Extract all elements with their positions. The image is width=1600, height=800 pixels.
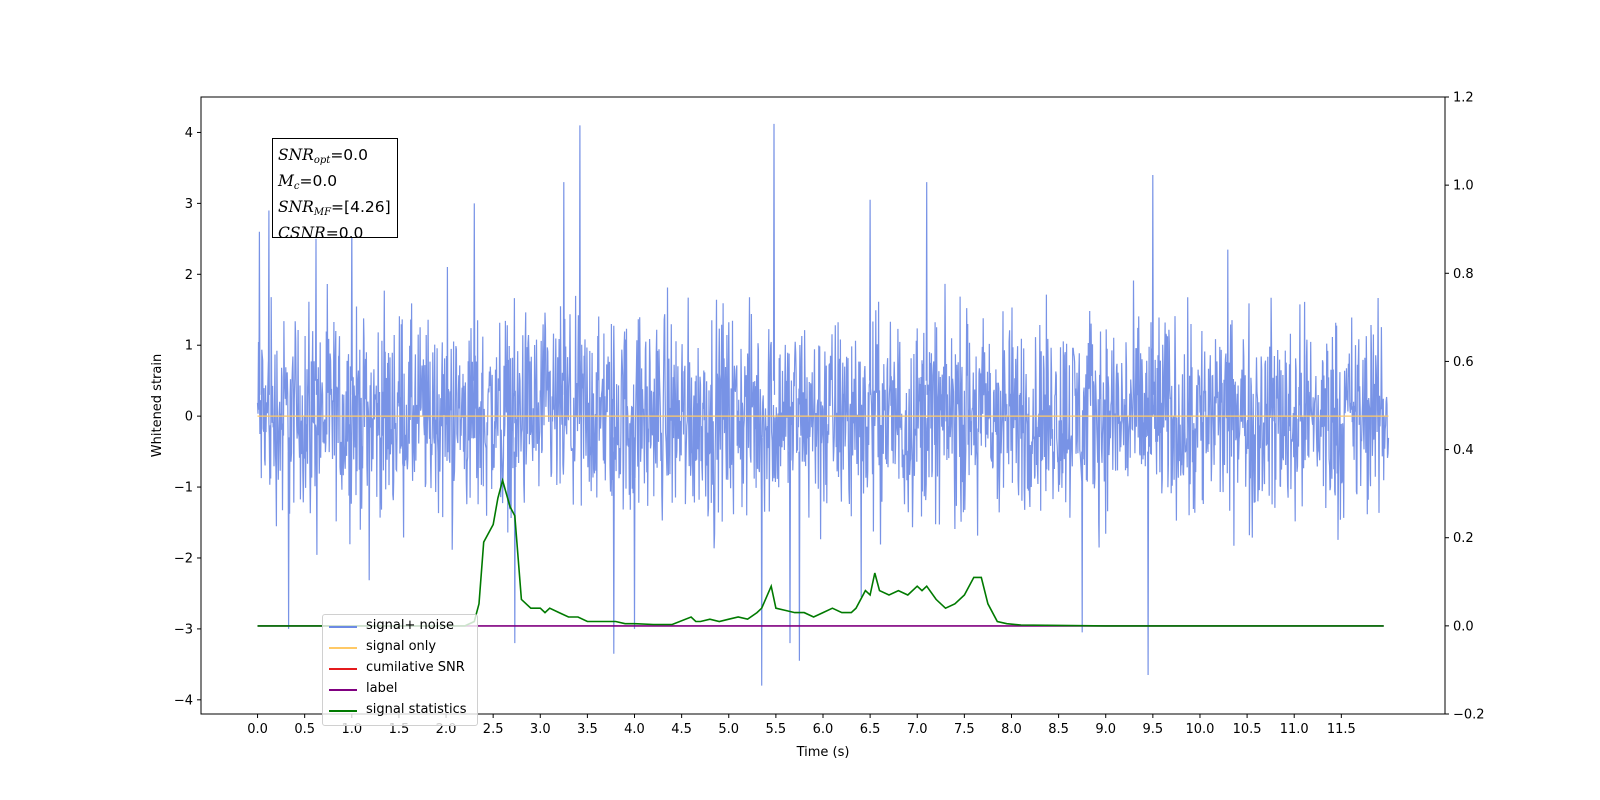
- x-tick-label: 9.5: [1143, 722, 1164, 737]
- x-tick-label: 11.0: [1280, 722, 1309, 737]
- legend-label: signal only: [366, 639, 437, 654]
- y2-tick-label: 0.8: [1453, 267, 1474, 282]
- y-tick-label: 2: [185, 268, 193, 283]
- x-tick-label: 4.0: [624, 722, 645, 737]
- x-tick-label: 8.0: [1001, 722, 1022, 737]
- legend-label: label: [366, 681, 398, 696]
- x-tick-label: 2.5: [483, 722, 504, 737]
- y-tick-label: 4: [185, 126, 193, 141]
- legend-item-signal-only: signal only: [323, 638, 479, 658]
- legend-label: signal statistics: [366, 702, 467, 717]
- legend-item-cumulative-snr: cumilative SNR: [323, 659, 479, 679]
- y2-tick-label: 0.6: [1453, 355, 1474, 370]
- x-tick-label: 5.0: [718, 722, 739, 737]
- csnr-line: CSNR=0.0: [278, 224, 364, 242]
- mc-line: Mc=0.0: [278, 172, 338, 192]
- x-tick-label: 7.0: [907, 722, 928, 737]
- legend-item-label: label label only: [323, 680, 479, 700]
- y-tick-label: −3: [174, 622, 193, 637]
- x-tick-label: 0.5: [294, 722, 315, 737]
- y-tick-label: −1: [174, 481, 193, 496]
- legend-item-signal-statistics: signal statistics: [323, 701, 479, 721]
- y-tick-label: 1: [185, 339, 193, 354]
- x-tick-label: 11.5: [1327, 722, 1356, 737]
- x-tick-label: 10.5: [1233, 722, 1262, 737]
- x-tick-label: 8.5: [1048, 722, 1069, 737]
- y2-tick-label: −0.2: [1453, 708, 1485, 723]
- legend-swatch: [329, 626, 357, 628]
- signal-statistics-line: [257, 477, 1384, 627]
- y2-tick-label: 0.4: [1453, 443, 1474, 458]
- x-tick-label: 9.0: [1095, 722, 1116, 737]
- x-tick-label: 4.5: [671, 722, 692, 737]
- y2-tick-label: 1.0: [1453, 179, 1474, 194]
- signal-noise-line: [256, 123, 1390, 686]
- legend-label: cumilative SNR: [366, 660, 465, 675]
- y2-tick-label: 0.2: [1453, 531, 1474, 546]
- snr-opt-line: SNRopt=0.0: [278, 146, 368, 166]
- y-tick-label: 0: [185, 410, 193, 425]
- legend-swatch: [329, 668, 357, 670]
- y2-tick-label: 1.2: [1453, 91, 1474, 106]
- x-tick-label: 7.5: [954, 722, 975, 737]
- x-tick-label: 3.0: [530, 722, 551, 737]
- x-tick-label: 0.0: [247, 722, 268, 737]
- legend-swatch: [329, 689, 357, 691]
- x-tick-label: 5.5: [766, 722, 787, 737]
- y-axis-label: Whitened strain: [150, 354, 165, 457]
- legend-item-signal-noise: signal+ noise: [323, 617, 479, 637]
- y-tick-label: −2: [174, 551, 193, 566]
- y-tick-label: 3: [185, 197, 193, 212]
- x-axis-label: Time (s): [796, 745, 850, 760]
- stats-info-box: SNRopt=0.0 Mc=0.0 SNRMF=[4.26] CSNR=0.0: [272, 138, 398, 242]
- x-tick-label: 3.5: [577, 722, 598, 737]
- x-tick-label: 6.5: [860, 722, 881, 737]
- legend-swatch: [329, 647, 357, 649]
- chart-legend: signal+ noise signal only cumilative SNR…: [322, 614, 478, 726]
- x-tick-label: 10.0: [1185, 722, 1214, 737]
- y-tick-label: −4: [174, 693, 193, 708]
- y2-tick-label: 0.0: [1453, 619, 1474, 634]
- legend-swatch: [329, 710, 357, 712]
- legend-label: signal+ noise: [366, 618, 455, 633]
- x-tick-label: 6.0: [813, 722, 834, 737]
- snr-mf-line: SNRMF=[4.26]: [278, 198, 391, 218]
